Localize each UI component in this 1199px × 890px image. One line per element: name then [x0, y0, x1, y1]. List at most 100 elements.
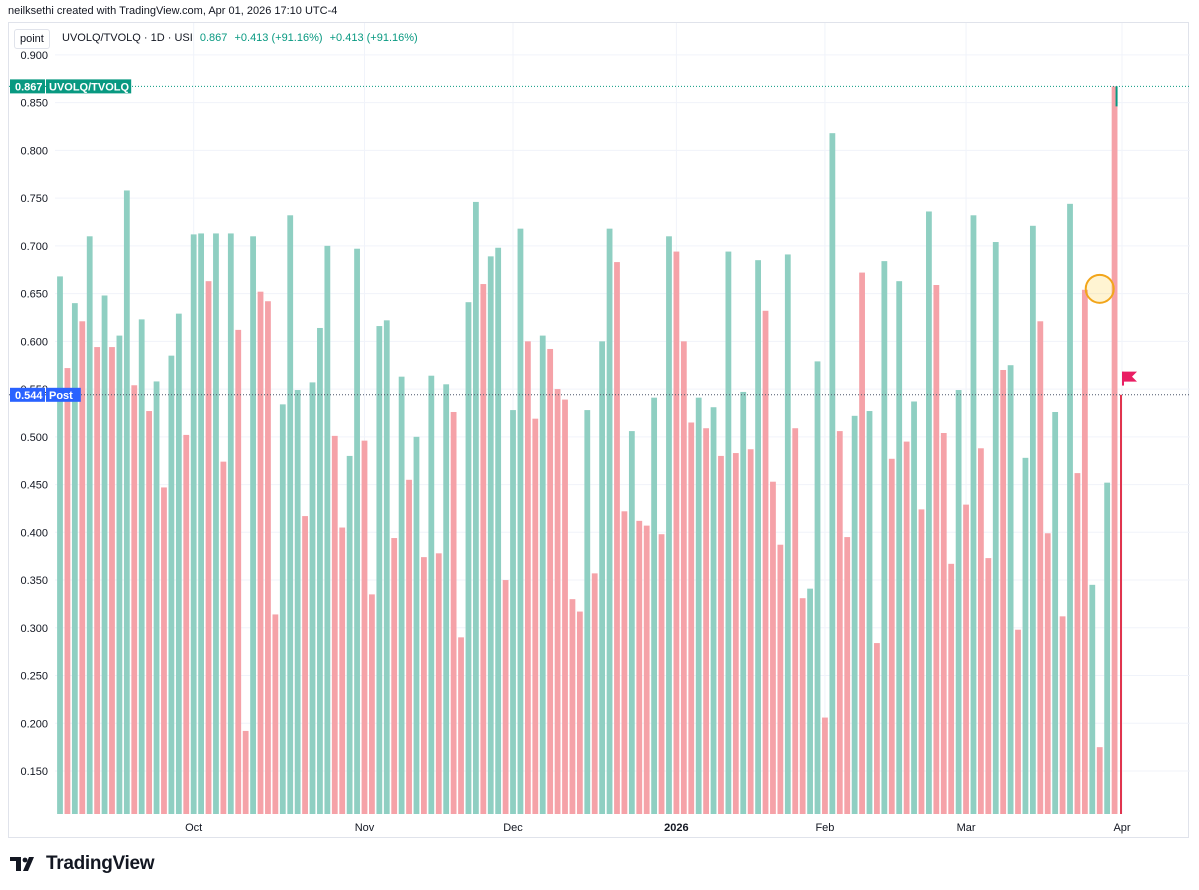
price-axis[interactable]: 0.9000.8500.8000.7500.7000.6500.6000.550… [20, 50, 48, 778]
bar [680, 341, 687, 814]
bar [235, 329, 242, 814]
y-tick-label: 0.750 [20, 193, 48, 205]
bar [346, 455, 353, 814]
bar [250, 236, 256, 815]
bar [948, 563, 955, 814]
bar [138, 319, 145, 814]
bar [1022, 457, 1029, 814]
bar [829, 133, 836, 815]
flag-pole [1122, 371, 1124, 386]
post-label-badge-bg [46, 387, 81, 402]
bar [205, 281, 212, 814]
last-price-badge: 0.867 [15, 81, 43, 93]
bar [822, 717, 828, 814]
bar [57, 276, 63, 814]
bar [1000, 369, 1007, 814]
x-tick-label: Nov [355, 822, 375, 834]
x-tick-label: Mar [957, 822, 976, 834]
bar [770, 481, 776, 814]
bar [450, 411, 457, 814]
bar [747, 449, 754, 814]
overlays: 0.867 UVOLQ/TVOLQ 0.544 Post [9, 79, 1190, 402]
bar [673, 251, 680, 814]
y-tick-label: 0.650 [20, 289, 48, 301]
bar [896, 281, 903, 814]
bar [547, 348, 554, 814]
bar [242, 730, 249, 814]
bar [562, 399, 568, 814]
bar [517, 228, 524, 814]
bar [198, 233, 205, 814]
y-tick-label: 0.500 [20, 432, 48, 444]
legend-change-2: +0.413 (+91.16%) [329, 32, 418, 44]
bar [933, 284, 940, 814]
bar [443, 384, 450, 814]
bar [257, 291, 264, 814]
chart-canvas[interactable]: 0.9000.8500.8000.7500.7000.6500.6000.550… [9, 23, 1190, 839]
bar [918, 509, 925, 814]
y-tick-label: 0.350 [20, 575, 48, 587]
legend-symbol: UVOLQ/TVOLQ · 1D · USI [62, 32, 193, 44]
x-tick-label: Dec [503, 822, 523, 834]
post-price-badge: 0.544 [15, 390, 43, 402]
bar [784, 254, 791, 814]
bar [458, 637, 464, 814]
bar [287, 215, 294, 815]
bar [725, 251, 732, 814]
tradingview-logo-text: TradingView [46, 853, 155, 874]
bar [621, 511, 628, 814]
legend-change-1: +0.413 (+91.16%) [234, 32, 323, 44]
y-tick-label: 0.450 [20, 480, 48, 492]
bar [153, 381, 160, 814]
bar [940, 433, 947, 814]
bar [1074, 473, 1081, 814]
chart-pane[interactable]: 0.9000.8500.8000.7500.7000.6500.6000.550… [8, 22, 1190, 839]
bar [576, 611, 583, 814]
bar [1067, 203, 1073, 814]
bar [614, 262, 620, 814]
bar [354, 248, 360, 815]
bar [79, 321, 86, 814]
bar [814, 361, 821, 814]
point-mode-toggle[interactable]: point [14, 29, 50, 49]
bar [413, 436, 420, 814]
bar [532, 418, 539, 814]
bar [227, 233, 234, 814]
bar [220, 461, 227, 814]
bar [643, 525, 650, 814]
bar [123, 190, 130, 815]
series-legend[interactable]: UVOLQ/TVOLQ · 1D · USI 0.867 +0.413 (+91… [62, 30, 418, 46]
bars [57, 86, 1122, 815]
bar [888, 458, 895, 814]
bar [732, 453, 739, 814]
bar [279, 404, 286, 814]
bar [510, 410, 516, 814]
bar [539, 335, 546, 814]
bar [1044, 533, 1051, 814]
y-tick-label: 0.150 [20, 766, 48, 778]
bar [383, 320, 390, 814]
bar [591, 573, 598, 814]
x-tick-label: 2026 [664, 822, 688, 834]
bar [369, 594, 375, 814]
bar [472, 201, 479, 815]
x-tick-label: Feb [815, 822, 834, 834]
bar [398, 376, 405, 814]
bar [606, 228, 613, 814]
y-tick-label: 0.250 [20, 671, 48, 683]
y-tick-label: 0.400 [20, 527, 48, 539]
x-tick-label: Apr [1113, 822, 1130, 834]
bar [844, 537, 851, 814]
last-label-badge-bg [46, 79, 132, 94]
bar [658, 534, 665, 814]
bar [361, 440, 368, 814]
bar [792, 428, 799, 814]
bar [718, 455, 724, 814]
tradingview-logo[interactable]: TradingView [10, 853, 155, 875]
bar [376, 326, 383, 814]
bar [926, 211, 932, 815]
bar [1111, 86, 1118, 814]
bar [168, 355, 175, 814]
time-axis[interactable]: Oct Nov Dec 2026 Feb Mar Apr [185, 822, 1131, 834]
last-price-badge-bg [10, 79, 45, 94]
